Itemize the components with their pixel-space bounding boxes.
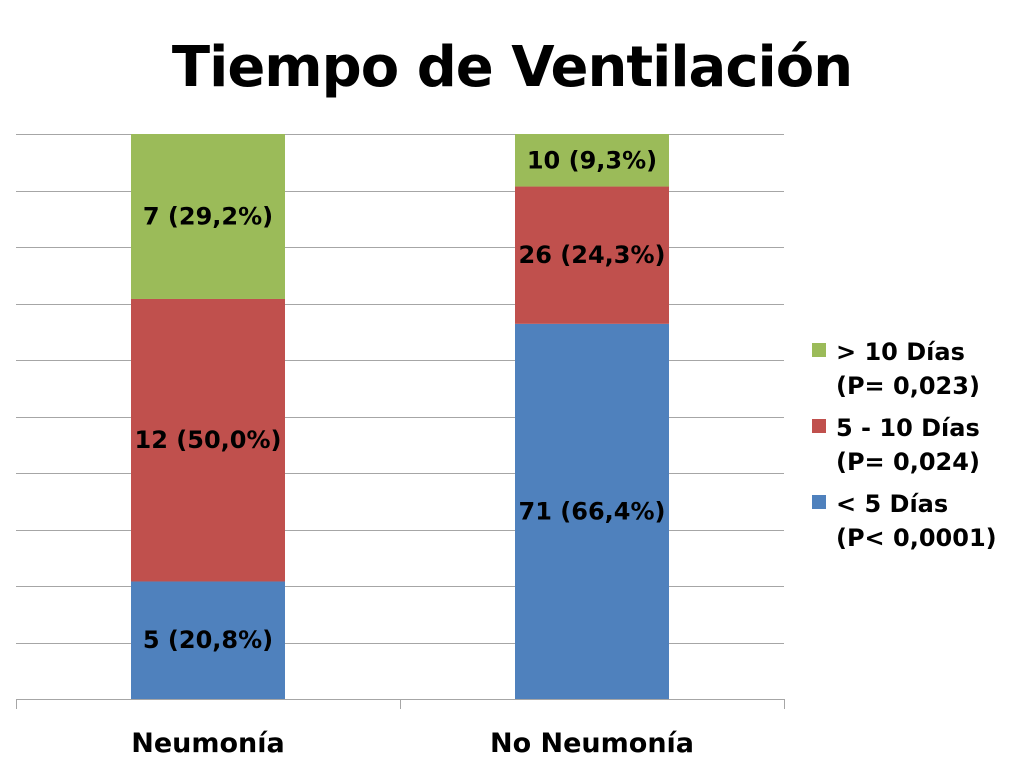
legend-swatch [812,419,826,433]
bar-segment [515,186,669,324]
legend-swatch [812,495,826,509]
chart-title: Tiempo de Ventilación [171,35,853,100]
legend-swatch [812,343,826,357]
legend: > 10 Días (P= 0,023) 5 - 10 Días (P= 0,024)… [812,338,997,552]
bar-segment [131,298,285,582]
bar-segment [131,581,285,699]
category-label: Neumonía [131,728,285,759]
data-label: 5 (20,8%) [143,626,273,654]
data-label: 26 (24,3%) [519,241,666,269]
bar-segment [515,323,669,699]
data-label: 71 (66,4%) [519,497,666,525]
bars [131,134,669,699]
legend-label: (P= 0,024) [836,448,980,476]
legend-label: 5 - 10 Días [836,414,980,442]
data-label: 12 (50,0%) [135,426,282,454]
bar-segment [515,134,669,187]
legend-label: > 10 Días [836,338,965,366]
axes: Neumonía No Neumonía [16,699,785,759]
category-label: No Neumonía [490,728,694,759]
data-label: 7 (29,2%) [143,202,273,230]
legend-label: (P< 0,0001) [836,524,997,552]
data-labels: 5 (20,8%) 12 (50,0%) 7 (29,2%) 71 (66,4%) 26… [135,146,666,654]
data-label: 10 (9,3%) [527,146,657,174]
legend-label: (P= 0,023) [836,372,980,400]
bar-segment [131,134,285,299]
legend-label: < 5 Días [836,490,948,518]
